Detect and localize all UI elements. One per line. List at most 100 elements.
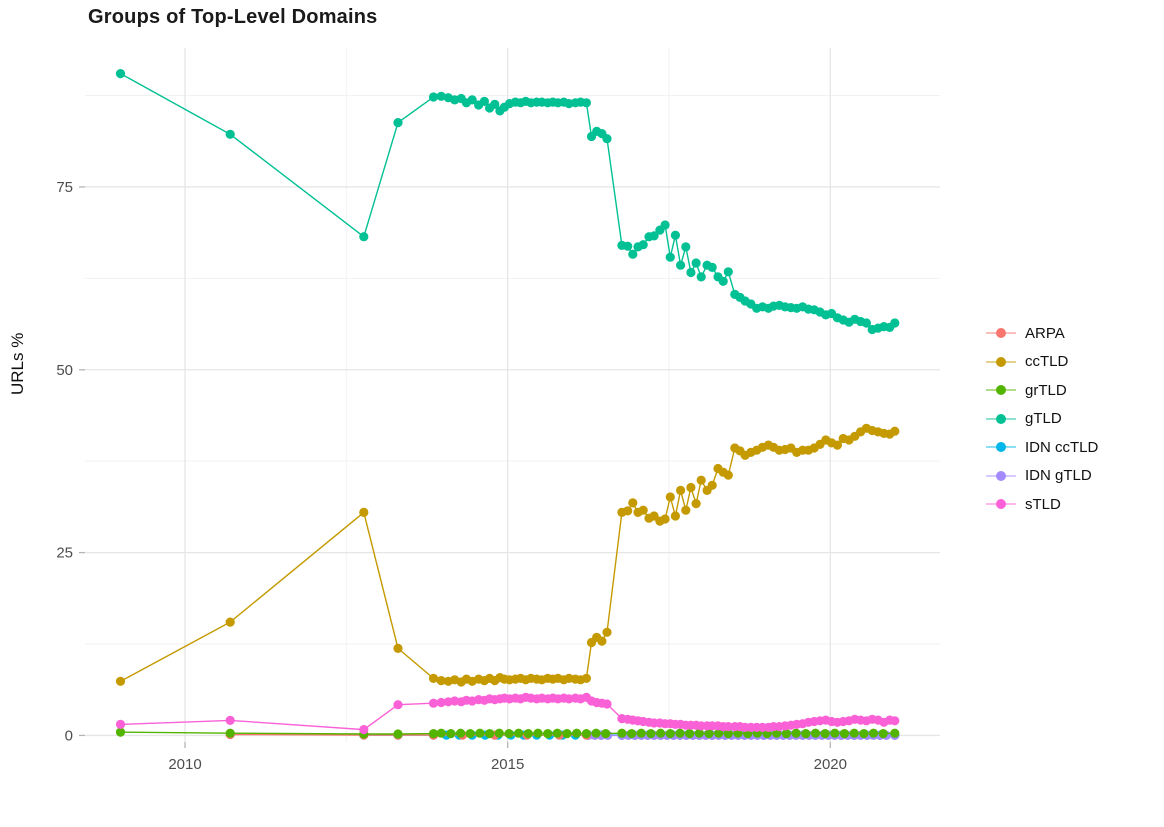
data-point-sTLD (115, 719, 126, 730)
data-point-grTLD (636, 728, 646, 738)
data-point-gTLD (691, 258, 701, 268)
data-point-gTLD (670, 230, 681, 240)
data-point-gTLD (861, 318, 872, 328)
data-point-ccTLD (436, 676, 446, 686)
data-point-grTLD (115, 727, 126, 737)
data-point-grTLD (436, 728, 446, 738)
x-axis-tick-label: 2010 (168, 756, 201, 773)
x-axis-tick-label: 2020 (814, 756, 847, 773)
data-point-ccTLD (686, 482, 696, 493)
data-point-grTLD (646, 729, 656, 739)
legend-item-ARPA: ARPA (983, 319, 1098, 348)
data-point-ccTLD (623, 506, 633, 516)
data-point-grTLD (694, 728, 704, 738)
y-axis-tick-label: 75 (56, 179, 73, 196)
legend-item-grTLD: grTLD (983, 376, 1098, 405)
data-point-grTLD (514, 728, 524, 738)
data-point-grTLD (839, 729, 850, 739)
data-point-grTLD (849, 728, 859, 738)
data-point-grTLD (781, 729, 792, 739)
data-point-grTLD (801, 729, 811, 739)
legend-label: gTLD (1025, 410, 1062, 428)
data-point-sTLD (602, 699, 612, 709)
data-point-grTLD (810, 728, 821, 738)
data-point-ccTLD (890, 426, 900, 436)
data-point-grTLD (868, 728, 879, 738)
data-point-gTLD (707, 262, 717, 272)
data-point-gTLD (115, 69, 126, 79)
data-point-ccTLD (707, 480, 717, 490)
data-point-gTLD (581, 98, 592, 108)
data-point-ccTLD (602, 627, 612, 637)
data-point-gTLD (718, 276, 728, 286)
data-point-grTLD (665, 729, 675, 739)
data-point-grTLD (446, 729, 456, 739)
data-point-gTLD (359, 232, 369, 242)
data-point-sTLD (723, 722, 733, 732)
legend-label: IDN gTLD (1025, 467, 1092, 485)
data-point-ccTLD (393, 643, 403, 654)
data-point-ccTLD (696, 475, 706, 485)
data-point-grTLD (627, 729, 637, 739)
data-point-grTLD (685, 729, 695, 739)
data-point-grTLD (225, 728, 235, 738)
y-axis-tick-label: 50 (56, 362, 73, 379)
data-point-ccTLD (832, 440, 843, 450)
legend: ARPA ccTLD grTLD gTLD IDN ccTLD IDN gTLD sTLD (983, 319, 1098, 519)
data-point-grTLD (494, 728, 504, 738)
data-point-ccTLD (681, 505, 691, 515)
data-point-ccTLD (597, 636, 607, 646)
legend-item-IDN-ccTLD: IDN ccTLD (983, 433, 1098, 462)
legend-label: grTLD (1025, 381, 1067, 399)
data-point-grTLD (878, 729, 888, 739)
legend-label: ARPA (1025, 324, 1065, 342)
data-point-grTLD (393, 729, 403, 739)
legend-label: sTLD (1025, 495, 1061, 513)
data-point-sTLD (890, 716, 900, 726)
data-point-grTLD (591, 728, 601, 738)
data-point-grTLD (675, 728, 685, 738)
data-point-grTLD (859, 729, 869, 739)
data-point-grTLD (562, 729, 572, 739)
data-point-grTLD (543, 729, 553, 739)
data-point-ccTLD (670, 511, 681, 521)
data-point-gTLD (479, 96, 489, 106)
data-point-gTLD (681, 242, 691, 252)
y-axis-tick-label: 0 (65, 727, 73, 744)
data-point-ccTLD (660, 514, 670, 524)
data-point-sTLD (359, 725, 369, 735)
data-point-ccTLD (665, 492, 675, 502)
data-point-gTLD (890, 318, 900, 328)
data-point-sTLD (428, 698, 439, 708)
data-point-ccTLD (428, 673, 439, 684)
data-point-ccTLD (359, 507, 369, 517)
data-point-sTLD (225, 715, 235, 726)
x-axis-tick-label: 2015 (491, 756, 524, 773)
legend-key-icon (986, 470, 1016, 481)
data-point-ccTLD (115, 676, 126, 686)
series-line-grTLD (120, 731, 895, 735)
legend-label: ccTLD (1025, 353, 1069, 371)
series-line-ARPA (230, 733, 587, 736)
data-point-ccTLD (723, 470, 733, 480)
y-axis-tick-label: 25 (56, 545, 73, 562)
data-point-grTLD (552, 728, 562, 738)
data-point-grTLD (820, 729, 830, 739)
data-point-ccTLD (638, 505, 648, 515)
legend-key-icon (986, 442, 1016, 453)
legend-key-icon (986, 356, 1016, 367)
legend-label: IDN ccTLD (1025, 438, 1099, 456)
data-point-ccTLD (628, 498, 638, 508)
data-point-grTLD (533, 728, 543, 738)
data-point-grTLD (890, 728, 900, 738)
legend-key-icon (986, 413, 1016, 424)
data-point-gTLD (490, 99, 500, 109)
data-point-grTLD (428, 729, 439, 739)
data-point-gTLD (660, 220, 670, 230)
data-point-gTLD (696, 272, 706, 282)
data-point-ccTLD (676, 485, 686, 495)
data-point-ccTLD (225, 617, 235, 627)
data-point-ccTLD (581, 673, 592, 684)
